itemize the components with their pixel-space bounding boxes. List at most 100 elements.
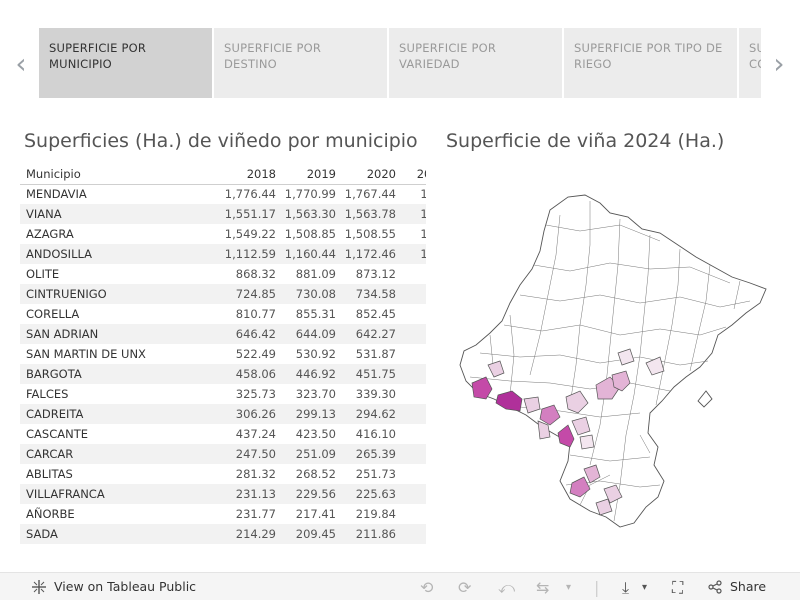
municipio-cell: OLITE — [26, 267, 60, 281]
navarra-municipality-map[interactable] — [450, 185, 780, 535]
municipality-san-martin-de-unx[interactable] — [611, 370, 631, 392]
table-row[interactable]: FALCES 325.73 323.70 339.30 33 — [20, 384, 426, 404]
tab-list: SUPERFICIE POR MUNICIPIO SUPERFICIE POR … — [39, 28, 761, 98]
municipality-cintruenigo[interactable] — [569, 476, 591, 498]
view-on-tableau-public-link[interactable]: View on Tableau Public — [32, 579, 196, 594]
municipality-boundary — [479, 352, 709, 366]
area-cell-2018: 214.29 — [216, 524, 280, 544]
view-on-tableau-public-label: View on Tableau Public — [54, 579, 197, 594]
municipality-cadreita[interactable] — [579, 434, 595, 450]
area-cell-2018: 458.06 — [216, 364, 280, 384]
tableau-toolbar: View on Tableau Public ⟲ ⟳ ⤺ ⇆ ▾ | ⤓ ▾ ⛶… — [0, 572, 800, 600]
area-cell-2021: 87 — [400, 264, 426, 284]
download-dropdown-chevron-icon[interactable]: ▾ — [642, 582, 648, 593]
fullscreen-icon[interactable]: ⛶ — [672, 578, 684, 597]
redo-icon[interactable]: ⟳ — [458, 578, 472, 597]
municipality-cascante[interactable] — [603, 484, 623, 504]
area-cell-2018: 724.85 — [216, 284, 280, 304]
map-exclave-outline[interactable] — [697, 390, 713, 408]
municipality-ablitas[interactable] — [595, 498, 613, 516]
municipality-anorbe[interactable] — [617, 348, 635, 366]
area-cell-2020: 1,508.55 — [344, 227, 396, 241]
refresh-icon[interactable]: ⇆ — [536, 578, 550, 597]
municipality-bargota[interactable] — [487, 360, 505, 378]
municipality-andosilla[interactable] — [539, 404, 561, 426]
column-header-2020[interactable]: 2020 — [340, 164, 400, 185]
municipio-cell: AZAGRA — [26, 227, 74, 241]
chevron-left-icon[interactable]: ‹ — [15, 46, 27, 80]
area-cell-2020: 873.12 — [355, 267, 396, 281]
table-row[interactable]: AÑORBE 231.77 217.41 219.84 21 — [20, 504, 426, 524]
area-cell-2018: 306.26 — [216, 404, 280, 424]
table-row[interactable]: CORELLA 810.77 855.31 852.45 82 — [20, 304, 426, 324]
share-button[interactable]: Share — [708, 579, 766, 594]
table-header-row: Municipio 2018 2019 2020 2021 — [20, 164, 426, 185]
tab-superficie-por-municipio[interactable]: SUPERFICIE POR MUNICIPIO — [39, 28, 212, 98]
municipality-azagra[interactable] — [557, 424, 575, 448]
area-cell-2019: 446.92 — [280, 364, 340, 384]
municipality-falces[interactable] — [565, 390, 589, 414]
municipality-san-adrian[interactable] — [537, 420, 551, 440]
undo-icon[interactable]: ⟲ — [420, 578, 434, 597]
municipio-cell: SADA — [20, 524, 216, 544]
tab-superficie-por-destino[interactable]: SUPERFICIE POR DESTINO — [214, 28, 387, 98]
municipio-cell: CORELLA — [26, 307, 80, 321]
area-cell-2021: 22 — [400, 484, 426, 504]
area-cell-2018: 247.50 — [216, 444, 280, 464]
area-cell-2021: 1,20 — [400, 244, 426, 264]
revert-icon[interactable]: ⤺ — [498, 578, 516, 597]
refresh-dropdown-chevron-icon[interactable]: ▾ — [566, 582, 572, 593]
municipality-boundary — [519, 294, 751, 308]
table-row[interactable]: AZAGRA 1,549.22 1,508.85 1,508.55 1,50 — [20, 224, 426, 244]
area-cell-2021: 24 — [400, 464, 426, 484]
municipality-corella[interactable] — [583, 464, 601, 484]
municipio-cell: VILLAFRANCA — [20, 484, 216, 504]
table-row[interactable]: MENDAVIA 1,776.44 1,770.99 1,767.44 1,76 — [20, 184, 426, 204]
municipality-villafranca[interactable] — [571, 416, 591, 436]
chevron-right-icon[interactable]: › — [773, 46, 785, 80]
column-header-municipio[interactable]: Municipio — [20, 164, 216, 185]
municipality-viana[interactable] — [471, 376, 493, 400]
tab-partial[interactable]: SU CO — [739, 28, 761, 98]
area-cell-2021: 44 — [400, 364, 426, 384]
area-cell-2019: 209.45 — [280, 524, 340, 544]
area-cell-2019: 217.41 — [295, 507, 336, 521]
municipality-carcar[interactable] — [523, 396, 541, 414]
municipio-cell: MENDAVIA — [26, 187, 87, 202]
municipality-boundary — [569, 454, 651, 462]
vineyard-area-table[interactable]: Municipio 2018 2019 2020 2021 MENDAVIA 1,… — [20, 164, 426, 544]
area-cell-2019: 1,770.99 — [284, 187, 336, 202]
municipality-sada[interactable] — [645, 356, 665, 376]
download-icon[interactable]: ⤓ — [622, 578, 630, 597]
municipality-boundary — [503, 324, 727, 336]
area-cell-2020: 451.75 — [340, 364, 400, 384]
column-header-2018[interactable]: 2018 — [216, 164, 280, 185]
area-cell-2018: 1,549.22 — [224, 227, 276, 241]
area-cell-2020: 265.39 — [340, 444, 400, 464]
tab-superficie-por-tipo-de-riego[interactable]: SUPERFICIE POR TIPO DE RIEGO — [564, 28, 737, 98]
area-cell-2020: 294.62 — [340, 404, 400, 424]
column-header-2019[interactable]: 2019 — [280, 164, 340, 185]
table-row[interactable]: SAN MARTIN DE UNX 522.49 530.92 531.87 52 — [20, 344, 426, 364]
table-row[interactable]: ABLITAS 281.32 268.52 251.73 24 — [20, 464, 426, 484]
table-row[interactable]: CASCANTE 437.24 423.50 416.10 40 — [20, 424, 426, 444]
municipality-boundary — [579, 474, 611, 506]
area-cell-2019: 881.09 — [295, 267, 336, 281]
tab-superficie-por-variedad[interactable]: SUPERFICIE POR VARIEDAD — [389, 28, 562, 98]
municipality-mendavia[interactable] — [495, 390, 523, 412]
column-header-2021[interactable]: 2021 — [400, 164, 426, 185]
area-cell-2018: 325.73 — [235, 387, 276, 401]
area-cell-2021: 73 — [400, 284, 426, 304]
area-cell-2019: 268.52 — [295, 467, 336, 481]
table-row[interactable]: OLITE 868.32 881.09 873.12 87 — [20, 264, 426, 284]
area-cell-2019: 530.92 — [295, 347, 336, 361]
